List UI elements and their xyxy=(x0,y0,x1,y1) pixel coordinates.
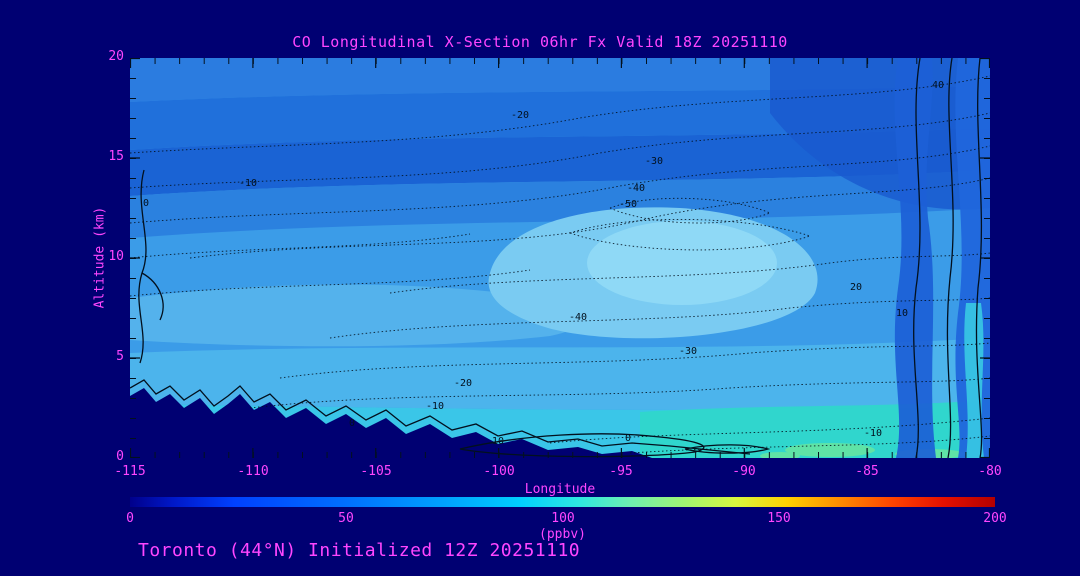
contour-line-dotted-8 xyxy=(329,297,991,339)
contour-label: -30 xyxy=(679,346,697,357)
fill-band-top-4 xyxy=(130,170,990,238)
contour-label: -40 xyxy=(569,312,587,323)
x-axis-minor-ticks-top xyxy=(130,58,990,64)
contour-line-dotted-14 xyxy=(129,269,531,297)
contour-line-solid-terrain xyxy=(129,379,751,455)
x-tick-label: -85 xyxy=(855,464,879,479)
colorbar-tick-label: 100 xyxy=(551,511,575,526)
contour-line-solid-left xyxy=(138,169,147,364)
contour-label: 0 xyxy=(625,433,631,444)
contour-label: 0 xyxy=(349,418,355,429)
colorbar xyxy=(130,497,995,507)
contour-label: -20 xyxy=(454,378,472,389)
terrain-silhouette xyxy=(130,388,652,458)
contour-label: 40 xyxy=(932,80,944,91)
contour-line-dotted-10 xyxy=(249,377,991,409)
contour-line-solid-left-branch xyxy=(141,272,164,321)
y-tick-label: 10 xyxy=(108,249,124,264)
figure-footer: Toronto (44°N) Initialized 12Z 20251110 xyxy=(138,540,581,561)
x-tick-label: -115 xyxy=(114,464,146,479)
contour-label: -30 xyxy=(645,156,663,167)
axis-major-ticks xyxy=(129,57,991,459)
x-axis-minor-ticks-bottom xyxy=(130,452,990,458)
contour-line-dotted-2 xyxy=(129,112,991,189)
x-tick-label: -100 xyxy=(483,464,515,479)
fill-pale-center-core xyxy=(587,221,777,305)
contour-line-dotted-13 xyxy=(129,233,471,259)
contour-line-dotted-4 xyxy=(189,177,991,259)
y-tick-label: 20 xyxy=(108,49,124,64)
contour-label: 20 xyxy=(850,282,862,293)
x-tick-label: -90 xyxy=(732,464,756,479)
contour-line-dotted-11 xyxy=(549,417,991,444)
contour-label: -20 xyxy=(511,110,529,121)
contour-line-solid-right-2 xyxy=(946,57,954,459)
x-tick-label: -95 xyxy=(609,464,633,479)
fill-right-column-1 xyxy=(894,58,936,458)
fill-mid-left-tongue xyxy=(130,284,583,347)
colorbar-tick-label: 0 xyxy=(126,511,134,526)
contour-label: 10 xyxy=(492,436,504,447)
fill-lower-band xyxy=(130,338,990,410)
colorbar-tick-label: 50 xyxy=(338,511,354,526)
figure-title: CO Longitudinal X-Section 06hr Fx Valid … xyxy=(292,33,788,51)
contour-line-dotted-7 xyxy=(389,252,991,294)
x-axis-label: Longitude xyxy=(524,482,596,497)
x-tick-label: -80 xyxy=(978,464,1002,479)
contour-label: 0 xyxy=(143,198,149,209)
colorbar-tick-label: 150 xyxy=(767,511,791,526)
contour-plot: -10 -20 -30 -40 -50 -40 -30 -20 -10 0 10… xyxy=(129,57,991,460)
fill-band-top-3 xyxy=(130,128,990,196)
contour-label: 10 xyxy=(896,308,908,319)
x-tick-label: -110 xyxy=(237,464,269,479)
y-tick-label: 15 xyxy=(108,149,124,164)
colorbar-tick-label: 200 xyxy=(983,511,1007,526)
contour-line-dotted-3 xyxy=(129,145,991,224)
contour-line-solid-right-3 xyxy=(975,57,983,459)
y-tick-label: 0 xyxy=(116,449,124,464)
contour-label: -10 xyxy=(864,428,882,439)
contour-line-dotted-9 xyxy=(279,342,991,379)
plot-area: -10 -20 -30 -40 -50 -40 -30 -20 -10 0 10… xyxy=(129,57,991,460)
fill-right-cyan-streak xyxy=(964,303,984,458)
x-tick-label: -105 xyxy=(360,464,392,479)
contour-line-solid-right-1 xyxy=(913,57,921,459)
fill-top-right-dark xyxy=(770,58,990,210)
contour-label: -40 xyxy=(627,183,645,194)
y-tick-label: 5 xyxy=(116,349,124,364)
contour-label: -10 xyxy=(426,401,444,412)
contour-label: -10 xyxy=(239,178,257,189)
contour-label: -50 xyxy=(619,199,637,210)
colorbar-units-label: (ppbv) xyxy=(539,527,586,542)
